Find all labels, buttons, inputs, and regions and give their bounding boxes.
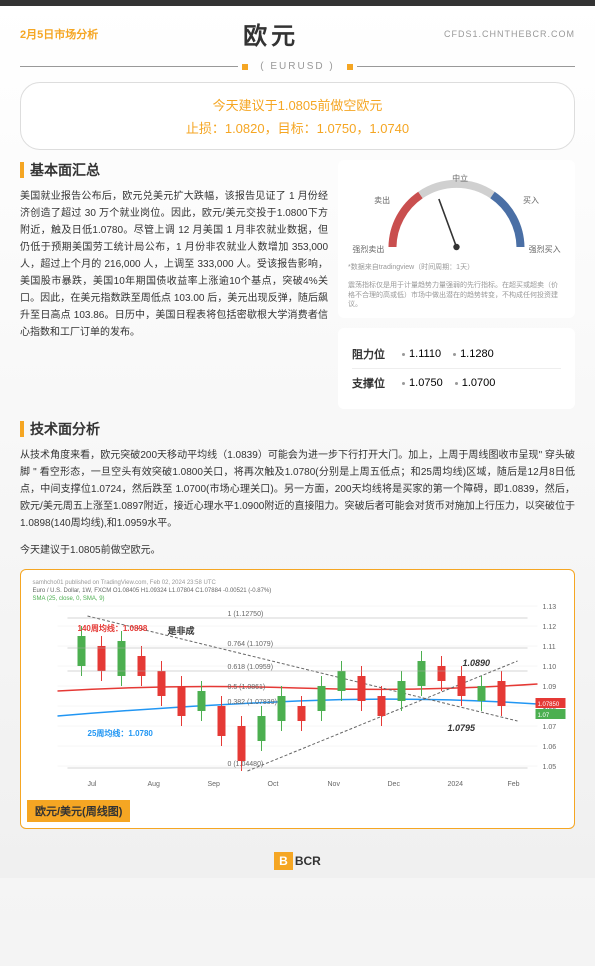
section-marker: [20, 162, 24, 178]
svg-text:0 (1.04480): 0 (1.04480): [228, 761, 264, 768]
svg-text:1 (1.12750): 1 (1.12750): [228, 611, 264, 618]
svg-text:1.06: 1.06: [543, 744, 557, 751]
svg-text:0.618 (1.0959): 0.618 (1.0959): [228, 664, 274, 671]
subtitle: ( EURUSD ): [260, 61, 334, 72]
svg-text:0.764 (1.1079): 0.764 (1.1079): [228, 641, 274, 648]
technical-text-2: 今天建议于1.0805前做空欧元。: [20, 542, 575, 559]
fundamental-text: 美国就业报告公布后，欧元兑美元扩大跌幅，该报告见证了 1 月份经济创造了超过 3…: [20, 188, 328, 341]
svg-text:1.07850: 1.07850: [538, 702, 560, 708]
logo-icon: B: [274, 852, 293, 870]
gauge-strong-buy: 强烈买入: [529, 244, 561, 255]
chart-meta: samhcho01 published on TradingView.com, …: [33, 580, 217, 586]
advice-line-1: 今天建议于1.0805前做空欧元: [33, 95, 562, 114]
price-2: 1.0795: [448, 723, 477, 733]
trend-down: [88, 616, 518, 721]
price-chart: samhcho01 published on TradingView.com, …: [27, 576, 568, 796]
gauge-neutral: 中立: [452, 173, 468, 184]
header: 2月5日市场分析 欧元 CFDS1.CHNTHEBCR.COM: [0, 6, 595, 56]
chart-title: 欧元/美元(周线图): [27, 800, 130, 822]
price-1: 1.0890: [463, 658, 491, 668]
main-title: 欧元: [98, 16, 444, 51]
advice-box: 今天建议于1.0805前做空欧元 止损：1.0820，目标：1.0750，1.0…: [20, 82, 575, 150]
levels-box: 阻力位 1.1110 1.1280 支撑位 1.0750 1.0700: [338, 328, 575, 409]
fundamental-title: 基本面汇总: [30, 160, 100, 180]
ma25-label: 25周均线：1.0780: [88, 728, 154, 738]
gauge-box: 中立 卖出 买入 强烈卖出 强烈买入 *数据来自tradingview（时间周期…: [338, 160, 575, 318]
url-label: CFDS1.CHNTHEBCR.COM: [444, 29, 575, 39]
svg-text:1.10: 1.10: [543, 664, 557, 671]
svg-text:0.382 (1.07839): 0.382 (1.07839): [228, 699, 277, 706]
technical-text-1: 从技术角度来看，欧元突破200天移动平均线（1.0839）可能会为进一步下行打开…: [20, 447, 575, 532]
resistance-val-2: 1.1280: [460, 348, 494, 360]
svg-text:1.12: 1.12: [543, 624, 557, 631]
gauge-strong-sell: 强烈卖出: [352, 244, 384, 255]
right-column: 中立 卖出 买入 强烈卖出 强烈买入 *数据来自tradingview（时间周期…: [338, 160, 575, 409]
support-row: 支撑位 1.0750 1.0700: [352, 368, 561, 397]
page-container: 2月5日市场分析 欧元 CFDS1.CHNTHEBCR.COM ( EURUSD…: [0, 0, 595, 878]
advice-line-2: 止损：1.0820，目标：1.0750，1.0740: [33, 118, 562, 137]
svg-text:Dec: Dec: [388, 781, 401, 788]
chart-box: samhcho01 published on TradingView.com, …: [20, 569, 575, 829]
x-axis: Jul Aug Sep Oct Nov Dec 2024 Feb: [88, 781, 520, 788]
brand-name: BCR: [295, 854, 321, 868]
content-row: 基本面汇总 美国就业报告公布后，欧元兑美元扩大跌幅，该报告见证了 1 月份经济创…: [20, 160, 575, 409]
svg-text:1.09: 1.09: [543, 684, 557, 691]
fundamental-section: 基本面汇总 美国就业报告公布后，欧元兑美元扩大跌幅，该报告见证了 1 月份经济创…: [20, 160, 328, 409]
date-label: 2月5日市场分析: [20, 26, 98, 42]
title-divider: ( EURUSD ): [20, 61, 575, 72]
technical-section: 技术面分析 从技术角度来看，欧元突破200天移动平均线（1.0839）可能会为进…: [20, 419, 575, 559]
svg-text:Feb: Feb: [508, 781, 520, 788]
ma140-label: 140周均线：1.0898: [78, 623, 148, 633]
technical-title: 技术面分析: [30, 419, 100, 439]
chart-canvas: samhcho01 published on TradingView.com, …: [27, 576, 568, 796]
svg-text:1.13: 1.13: [543, 604, 557, 611]
svg-text:Jul: Jul: [88, 781, 97, 788]
chart-pair-info: Euro / U.S. Dollar, 1W, FXCM O1.08405 H1…: [33, 588, 272, 594]
resistance-row: 阻力位 1.1110 1.1280: [352, 340, 561, 368]
y-axis: 1.131.12 1.111.10 1.091.08 1.071.06 1.05: [543, 604, 557, 771]
support-val-1: 1.0750: [409, 377, 443, 389]
gauge-sell: 卖出: [374, 195, 390, 206]
svg-text:Nov: Nov: [328, 781, 341, 788]
svg-text:1.05: 1.05: [543, 764, 557, 771]
svg-text:Oct: Oct: [268, 781, 279, 788]
section-marker: [20, 421, 24, 437]
sentiment-gauge: 中立 卖出 买入 强烈卖出 强烈买入: [348, 175, 565, 255]
support-val-2: 1.0700: [462, 377, 496, 389]
footer: BBCR: [0, 844, 595, 878]
svg-text:1.07: 1.07: [543, 724, 557, 731]
chart-sma-info: SMA (25, close, 0, SMA, 9): [33, 596, 105, 602]
svg-text:1.07: 1.07: [538, 713, 550, 719]
svg-text:1.11: 1.11: [543, 644, 556, 651]
feicheng-label: 是非成: [167, 625, 195, 636]
svg-text:2024: 2024: [448, 781, 464, 788]
support-label: 支撑位: [352, 375, 402, 391]
svg-text:Aug: Aug: [148, 781, 161, 788]
gauge-buy: 买入: [523, 195, 539, 206]
gauge-note-1: *数据来自tradingview（时间周期：1天）: [348, 263, 565, 273]
resistance-val-1: 1.1110: [409, 348, 441, 360]
gauge-note-2: 震荡指标仅是用于计量趋势力量强弱的先行指标。在超买或超卖（价格不合理的高或低）市…: [348, 281, 565, 310]
svg-text:Sep: Sep: [208, 781, 221, 788]
svg-text:0.5 (1.0861): 0.5 (1.0861): [228, 684, 266, 691]
resistance-label: 阻力位: [352, 346, 402, 362]
